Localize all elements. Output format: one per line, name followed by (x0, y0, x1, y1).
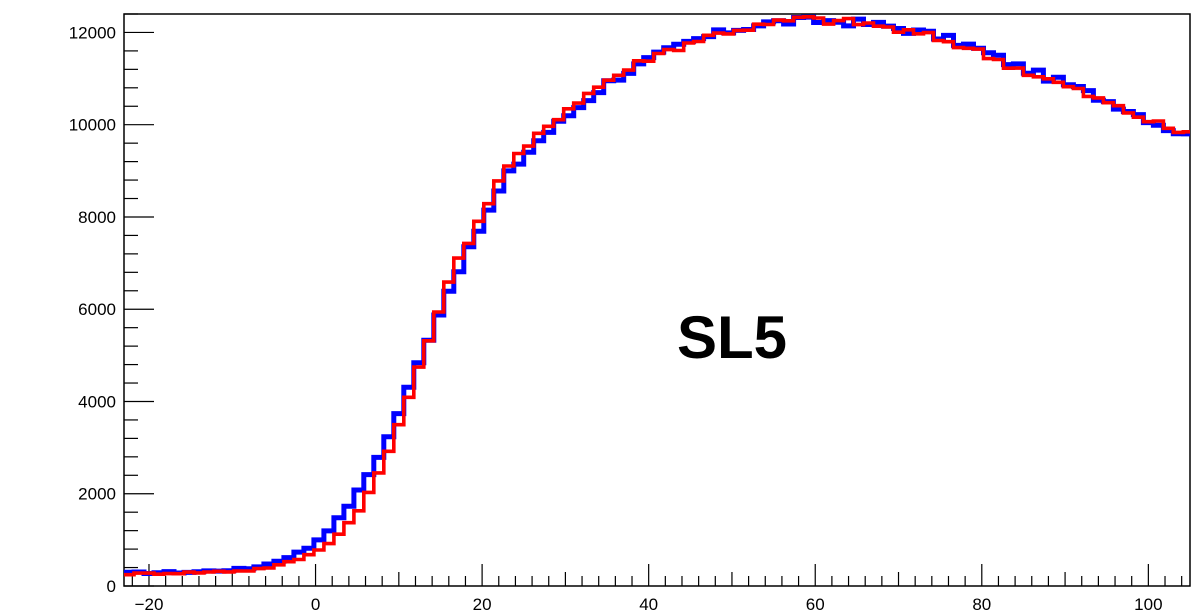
y-tick-label: 12000 (69, 23, 116, 42)
y-tick-label: 4000 (78, 392, 116, 411)
y-tick-label: 10000 (69, 116, 116, 135)
series-line-red (124, 15, 1190, 577)
x-tick-label: −20 (135, 595, 164, 614)
plot-border (123, 13, 1191, 587)
x-axis: −20 0 20 40 60 80 100 (131, 564, 1183, 614)
x-tick-label: 40 (639, 595, 658, 614)
y-tick-label: 8000 (78, 208, 116, 227)
y-tick-label: 0 (107, 577, 116, 596)
x-tick-label: 20 (473, 595, 492, 614)
y-axis: 0 2000 4000 6000 8000 10000 12000 (69, 13, 154, 596)
x-tick-label: 0 (311, 595, 320, 614)
series-group (124, 14, 1190, 577)
y-tick-label: 6000 (78, 300, 116, 319)
plot-frame (123, 13, 1191, 587)
series-line-blue (124, 14, 1190, 576)
chart-annotation: SL5 (677, 304, 787, 371)
x-tick-label: 80 (972, 595, 991, 614)
x-tick-label: 100 (1134, 595, 1162, 614)
x-tick-label: 60 (806, 595, 825, 614)
y-tick-label: 2000 (78, 485, 116, 504)
